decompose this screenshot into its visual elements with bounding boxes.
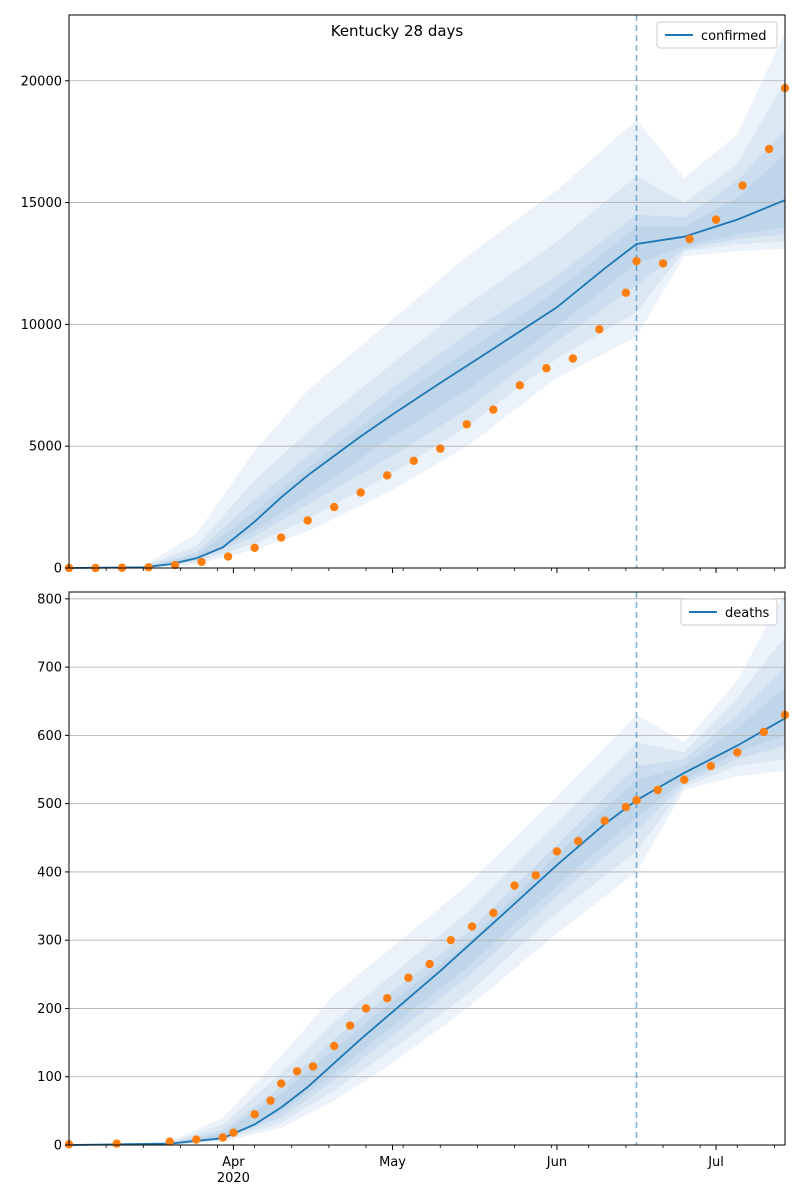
legend-box xyxy=(656,21,778,49)
observed-point xyxy=(711,215,721,224)
observed-point xyxy=(632,256,641,266)
observed-point xyxy=(653,785,662,795)
legend-label: deaths xyxy=(725,606,770,621)
y-tick-label: 10000 xyxy=(21,318,62,333)
band-mid xyxy=(69,129,785,568)
x-tick-label: Jun xyxy=(546,1155,567,1170)
band-outer xyxy=(69,592,785,1145)
x-year-label: 2020 xyxy=(217,1171,250,1186)
observed-point xyxy=(515,381,525,390)
y-tick-label: 600 xyxy=(37,729,62,744)
observed-point xyxy=(621,802,631,812)
observed-point xyxy=(361,1004,371,1013)
observed-point xyxy=(345,1021,355,1030)
figure-title: Kentucky 28 days xyxy=(331,22,464,40)
x-tick-label: May xyxy=(379,1155,406,1170)
observed-point xyxy=(706,761,715,771)
y-tick-label: 15000 xyxy=(21,196,62,211)
observed-point xyxy=(292,1067,302,1076)
observed-point xyxy=(303,516,312,525)
observed-point xyxy=(568,354,578,363)
band-outer xyxy=(69,32,785,569)
observed-point xyxy=(276,533,286,542)
y-tick-label: 800 xyxy=(37,592,62,607)
observed-point xyxy=(552,847,562,856)
observed-point xyxy=(600,816,609,825)
model-median-line xyxy=(68,717,786,1146)
observed-point xyxy=(764,144,774,154)
confirmed-panel: 0 5000 10000 15000 20000 confirmed xyxy=(21,14,790,577)
model-median-line xyxy=(68,199,786,569)
observed-point xyxy=(192,1135,201,1144)
observed-point xyxy=(510,881,519,890)
legend-label: confirmed xyxy=(701,29,767,44)
observed-point xyxy=(165,1137,174,1146)
observed-point xyxy=(223,552,233,561)
observed-point xyxy=(383,994,392,1003)
band-wide xyxy=(69,636,785,1145)
y-tick-label: 0 xyxy=(54,562,62,577)
observed-point xyxy=(621,288,631,297)
observed-point xyxy=(218,1133,228,1142)
observed-point xyxy=(170,560,180,570)
observed-point xyxy=(542,364,551,373)
observed-point xyxy=(425,959,434,969)
observed-point xyxy=(489,405,498,414)
observed-point xyxy=(446,935,456,945)
observed-point xyxy=(112,1139,121,1148)
observed-point xyxy=(436,444,445,453)
y-tick-label: 0 xyxy=(54,1139,62,1154)
y-tick-label: 20000 xyxy=(21,74,62,89)
observed-point xyxy=(383,471,392,480)
y-tick-label: 200 xyxy=(37,1002,62,1017)
observed-point xyxy=(329,1041,339,1051)
observed-point xyxy=(308,1062,318,1071)
y-tick-label: 300 xyxy=(37,934,62,949)
observed-point xyxy=(489,908,498,918)
observed-point xyxy=(197,557,206,567)
observed-point xyxy=(632,796,641,805)
observed-point xyxy=(462,420,471,429)
plot-frame xyxy=(68,591,786,1146)
observed-point xyxy=(738,181,747,190)
band-inner xyxy=(69,153,785,568)
observed-point xyxy=(531,871,540,880)
observed-point xyxy=(250,1110,259,1119)
x-tick-label: Jul xyxy=(707,1155,724,1170)
observed-point xyxy=(685,234,694,244)
y-tick-label: 500 xyxy=(37,797,62,812)
observed-point xyxy=(250,543,259,552)
observed-point xyxy=(733,748,742,757)
x-tick-label: Apr xyxy=(222,1155,245,1170)
observed-point xyxy=(573,836,583,846)
y-tick-label: 5000 xyxy=(29,440,62,455)
observed-point xyxy=(658,259,668,268)
observed-point xyxy=(356,488,365,497)
observed-point xyxy=(680,775,689,784)
observed-point xyxy=(144,563,153,572)
observed-point xyxy=(329,502,339,512)
observed-point xyxy=(467,922,477,931)
observed-point xyxy=(409,456,418,466)
y-tick-label: 100 xyxy=(37,1070,62,1085)
observed-point xyxy=(276,1079,286,1088)
y-tick-label: 400 xyxy=(37,865,62,880)
observed-point xyxy=(266,1096,275,1105)
observed-point xyxy=(595,325,604,334)
legend-box xyxy=(680,598,778,626)
plot-frame xyxy=(68,14,786,569)
y-tick-label: 700 xyxy=(37,661,62,676)
observed-point xyxy=(229,1128,238,1137)
observed-point xyxy=(404,973,413,982)
observed-point xyxy=(759,727,768,737)
